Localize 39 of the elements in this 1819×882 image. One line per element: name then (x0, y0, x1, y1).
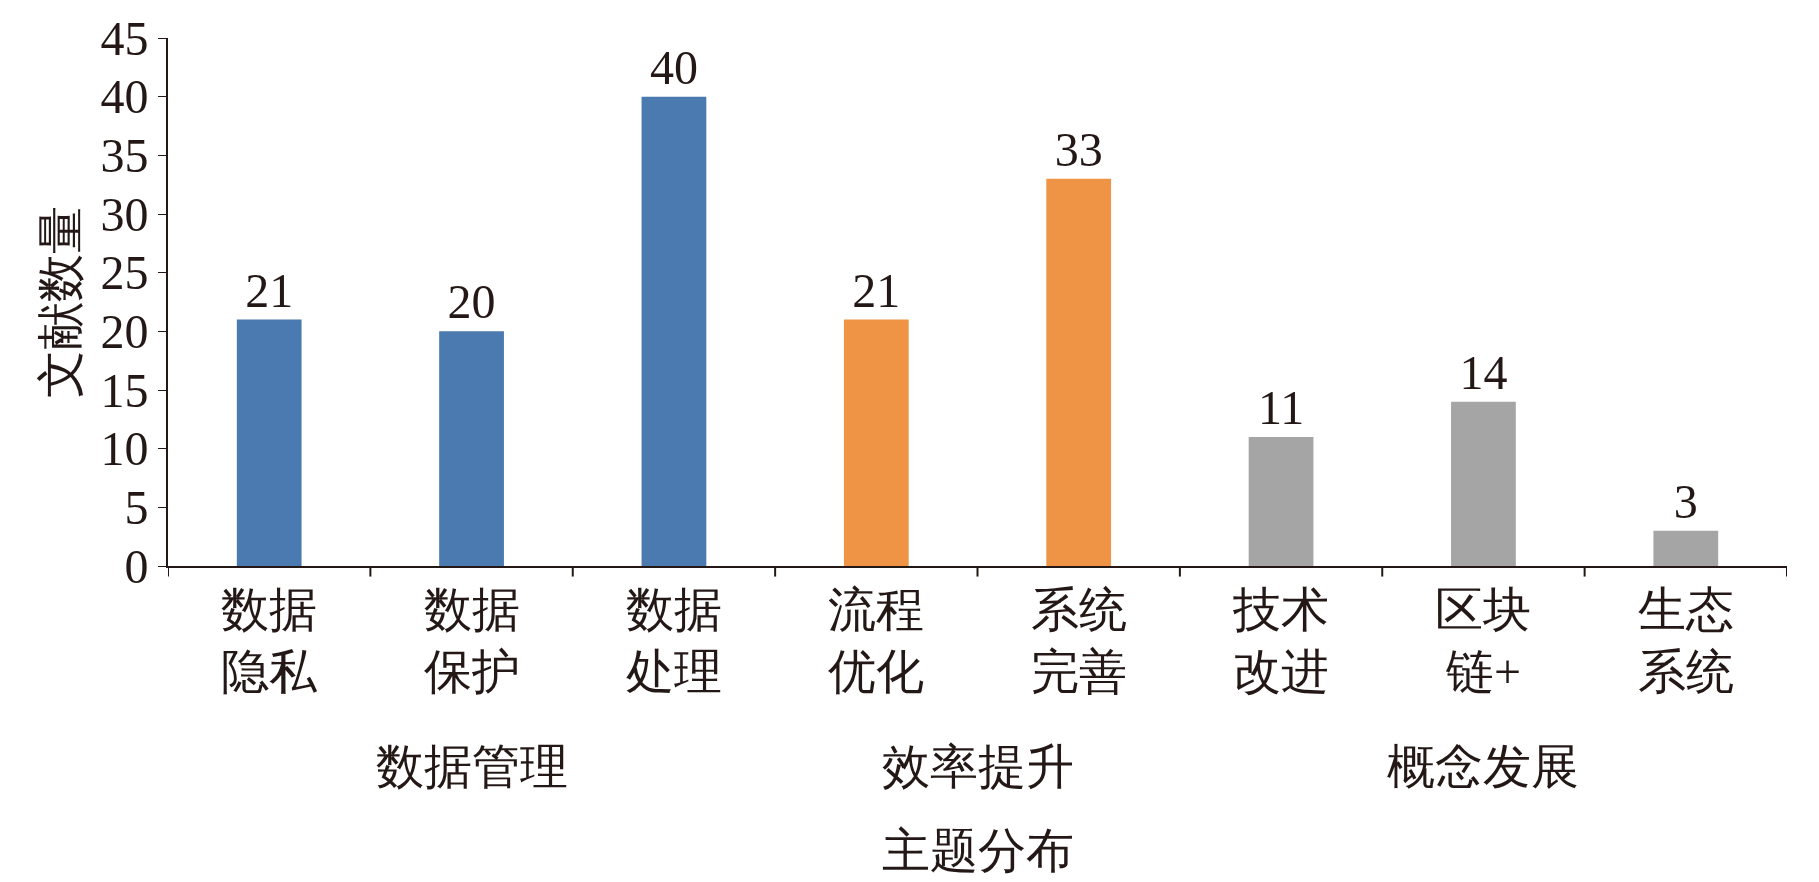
y-tick-label: 30 (100, 187, 149, 241)
data-label: 11 (1257, 380, 1305, 434)
x-tick-label: 生态系统 (1637, 582, 1734, 698)
y-tick-label: 35 (100, 129, 149, 183)
x-tick-label: 区块链+ (1435, 582, 1532, 698)
bar (1248, 436, 1314, 566)
bar (641, 96, 707, 566)
x-tick-label: 技术改进 (1232, 582, 1330, 698)
bar (236, 319, 302, 566)
bar (439, 331, 504, 566)
y-tick-label: 5 (124, 481, 149, 535)
y-tick-label: 0 (124, 539, 149, 593)
y-tick-label: 15 (100, 363, 149, 417)
y-tick-label: 45 (100, 11, 149, 65)
x-tick-label: 数据隐私 (221, 582, 319, 698)
y-tick-label: 40 (100, 70, 149, 124)
y-axis-title: 文献数量 (33, 206, 87, 398)
x-tick-label: 系统完善 (1030, 582, 1127, 698)
y-tick-label: 10 (100, 422, 149, 476)
data-label: 14 (1459, 345, 1508, 399)
y-tick-label: 20 (100, 305, 149, 359)
y-tick-label: 25 (100, 246, 149, 300)
x-axis-title: 主题分布 (881, 823, 1074, 877)
bar (843, 319, 909, 566)
text: 效率提升 (882, 740, 1074, 793)
data-label: 40 (649, 40, 698, 94)
text: 概念发展 (1387, 740, 1579, 793)
text: 数据管理 (376, 740, 568, 793)
data-label: 33 (1054, 122, 1103, 176)
data-label: 21 (852, 263, 901, 317)
data-label: 21 (245, 263, 294, 317)
bar (1046, 178, 1112, 566)
bar (1451, 401, 1516, 566)
x-tick-label: 数据保护 (423, 582, 520, 698)
bar (1653, 530, 1719, 566)
x-tick-label: 流程优化 (828, 582, 925, 698)
x-tick-label: 数据处理 (625, 582, 722, 698)
data-label: 20 (447, 275, 496, 329)
data-label: 3 (1673, 474, 1698, 528)
